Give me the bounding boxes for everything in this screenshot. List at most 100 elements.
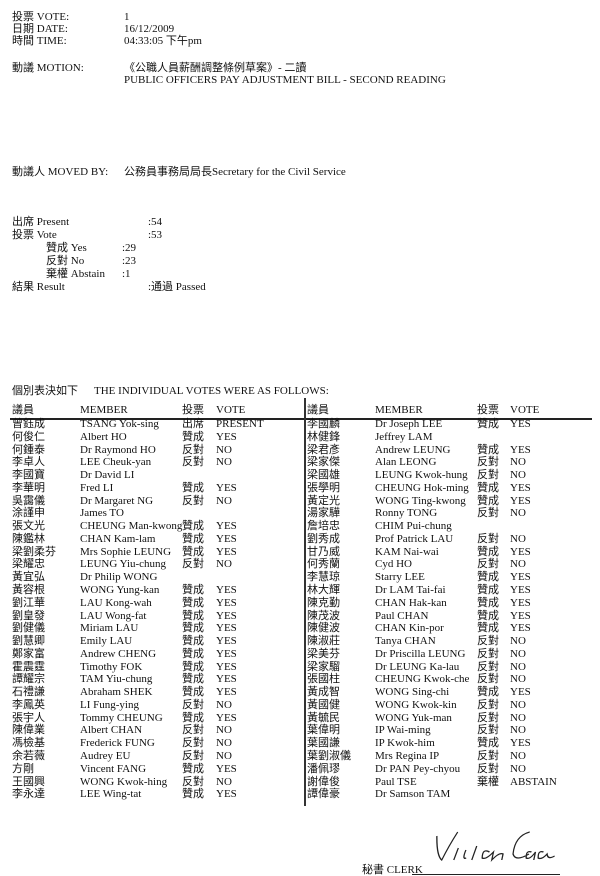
vote-cn: 贊成 bbox=[477, 571, 499, 584]
vote-cn: 贊成 bbox=[477, 494, 499, 507]
vote-cn: 贊成 bbox=[477, 545, 499, 558]
table-row: 湯家驊 Ronny TONG 反對 NO bbox=[0, 507, 600, 520]
member-name: Abraham SHEK bbox=[80, 686, 153, 699]
member-name: LEUNG Kwok-hung bbox=[375, 469, 468, 482]
member-name: CHAN Hak-kan bbox=[375, 596, 447, 609]
table-row: 馮檢基 Frederick FUNG 反對 NO bbox=[0, 737, 600, 750]
vote-value: YES bbox=[510, 571, 531, 584]
vote-value: NO bbox=[510, 750, 526, 763]
vote-value: NO bbox=[510, 724, 526, 737]
table-row: 陳健波 CHAN Kin-por 贊成 YES bbox=[0, 622, 600, 635]
table-header: 議員 MEMBER 投票 VOTE 議員 MEMBER 投票 VOTE bbox=[0, 404, 600, 417]
vote-cn: 反對 bbox=[182, 494, 204, 507]
abstain-label: 棄權 Abstain bbox=[46, 268, 105, 280]
member-name-cn: 陳淑莊 bbox=[307, 635, 340, 648]
member-name-cn: 梁耀忠 bbox=[12, 558, 45, 571]
member-name-cn: 李華明 bbox=[12, 481, 45, 494]
member-name: IP Wai-ming bbox=[375, 724, 431, 737]
vote-value: YES bbox=[510, 443, 531, 456]
member-name: Paul CHAN bbox=[375, 609, 429, 622]
vote-value: NO bbox=[510, 635, 526, 648]
col-vote: VOTE bbox=[216, 404, 246, 416]
vote-label: 投票 VOTE: bbox=[12, 11, 70, 23]
member-name-cn: 甘乃威 bbox=[307, 545, 340, 558]
result-label: 結果 Result bbox=[12, 281, 65, 293]
member-name: Dr David LI bbox=[80, 469, 135, 482]
table-row: 石禮謙 Abraham SHEK 贊成 YES bbox=[0, 686, 600, 699]
no-count: :23 bbox=[122, 255, 137, 267]
member-name: CHAN Kam-lam bbox=[80, 532, 156, 545]
table-row: 王國興 WONG Kwok-hing 反對 NO bbox=[0, 776, 600, 789]
table-row: 黃定光 WONG Ting-kwong 贊成 YES bbox=[0, 495, 600, 508]
table-row: 梁家傑 Alan LEONG 反對 NO bbox=[0, 456, 600, 469]
vote-value: YES bbox=[216, 686, 237, 699]
member-name-cn: 林健鋒 bbox=[307, 430, 340, 443]
individual-heading-cn: 個別表決如下 bbox=[12, 385, 78, 397]
table-row: 何秀蘭 Cyd HO 反對 NO bbox=[0, 558, 600, 571]
member-name: WONG Ting-kwong bbox=[375, 494, 466, 507]
motion-label: 動議 MOTION: bbox=[12, 62, 84, 74]
member-name: Albert CHAN bbox=[80, 724, 143, 737]
table-row: 涂謹申 James TO bbox=[0, 507, 600, 520]
table-row: 梁美芬 Dr Priscilla LEUNG 反對 NO bbox=[0, 648, 600, 661]
member-name-cn: 梁君彥 bbox=[307, 443, 340, 456]
vote-value: YES bbox=[216, 635, 237, 648]
table-row: 方剛 Vincent FANG 贊成 YES bbox=[0, 763, 600, 776]
member-name: CHIM Pui-chung bbox=[375, 520, 452, 533]
member-name: Jeffrey LAM bbox=[375, 430, 433, 443]
vote-cn: 反對 bbox=[182, 737, 204, 750]
member-name-cn: 湯家驊 bbox=[307, 507, 340, 520]
vote-cn: 反對 bbox=[477, 647, 499, 660]
vote-value: YES bbox=[216, 609, 237, 622]
vote-value: NO bbox=[216, 737, 232, 750]
member-name: LI Fung-ying bbox=[80, 698, 139, 711]
member-name-cn: 陳鑑林 bbox=[12, 532, 45, 545]
vote-value: NO bbox=[216, 456, 232, 469]
member-name: Frederick FUNG bbox=[80, 737, 155, 750]
yes-label: 贊成 Yes bbox=[46, 242, 87, 254]
vote-value: YES bbox=[216, 596, 237, 609]
vote-count: :53 bbox=[148, 229, 163, 241]
vote-value: NO bbox=[510, 711, 526, 724]
table-row: 張學明 CHEUNG Hok-ming 贊成 YES bbox=[0, 482, 600, 495]
member-name: Dr LEUNG Ka-lau bbox=[375, 660, 460, 673]
member-name-cn: 劉江華 bbox=[12, 596, 45, 609]
table-row: 吳靄儀 Dr Margaret NG 反對 NO bbox=[0, 495, 600, 508]
vote-cn: 贊成 bbox=[477, 686, 499, 699]
time-value: 04:33:05 下午pm bbox=[124, 35, 202, 47]
vote-number: 1 bbox=[124, 11, 130, 23]
table-row: 潘佩璆 Dr PAN Pey-chyou 反對 NO bbox=[0, 763, 600, 776]
member-name: Fred LI bbox=[80, 481, 114, 494]
table-row: 霍震霆 Timothy FOK 贊成 YES bbox=[0, 661, 600, 674]
time-label: 時間 TIME: bbox=[12, 35, 67, 47]
member-name-cn: 何鍾泰 bbox=[12, 443, 45, 456]
vote-cn: 贊成 bbox=[477, 584, 499, 596]
vote-value: YES bbox=[510, 737, 531, 750]
member-name-cn: 梁劉柔芬 bbox=[12, 545, 56, 558]
member-name-cn: 劉健儀 bbox=[12, 622, 45, 635]
col-vote-cn: 投票 bbox=[182, 404, 204, 416]
vote-cn: 反對 bbox=[182, 724, 204, 737]
member-name-cn: 劉皇發 bbox=[12, 609, 45, 622]
vote-cn: 反對 bbox=[477, 762, 499, 775]
member-name: Dr Philip WONG bbox=[80, 571, 158, 584]
member-name-cn: 劉秀成 bbox=[307, 532, 340, 545]
vote-count-label: 投票 Vote bbox=[12, 229, 57, 241]
member-name-cn: 李慧琼 bbox=[307, 571, 340, 584]
vote-value: YES bbox=[216, 647, 237, 660]
table-row: 李國寶 Dr David LI bbox=[0, 469, 600, 482]
no-label: 反對 No bbox=[46, 255, 85, 267]
table-row: 林大輝 Dr LAM Tai-fai 贊成 YES bbox=[0, 584, 600, 597]
vote-cn: 贊成 bbox=[477, 609, 499, 622]
present-label: 出席 Present bbox=[12, 216, 70, 228]
member-name: Emily LAU bbox=[80, 635, 133, 648]
vote-value: NO bbox=[216, 775, 232, 788]
member-name: TSANG Yok-sing bbox=[80, 418, 159, 430]
member-name-cn: 黃宜弘 bbox=[12, 571, 45, 584]
member-name: Cyd HO bbox=[375, 558, 412, 571]
date-value: 16/12/2009 bbox=[124, 23, 175, 35]
member-name: Dr Raymond HO bbox=[80, 443, 156, 456]
vote-cn: 反對 bbox=[477, 724, 499, 737]
member-name-cn: 何俊仁 bbox=[12, 430, 45, 443]
result-value: :通過 Passed bbox=[148, 281, 206, 293]
